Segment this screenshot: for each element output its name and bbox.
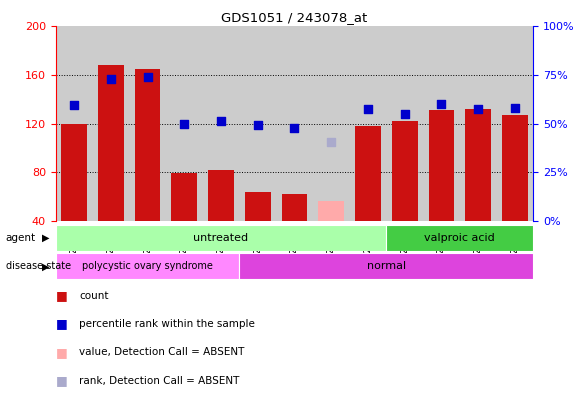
Point <box>253 122 263 128</box>
Bar <box>386 26 423 221</box>
Text: untreated: untreated <box>193 233 248 243</box>
Point <box>473 106 483 112</box>
Bar <box>129 26 166 221</box>
Point <box>179 120 189 127</box>
Bar <box>239 26 276 221</box>
Bar <box>203 26 239 221</box>
Point <box>143 74 152 81</box>
Bar <box>502 115 528 221</box>
Bar <box>135 69 161 221</box>
Text: ▶: ▶ <box>42 261 50 271</box>
Bar <box>56 225 386 251</box>
Text: normal: normal <box>367 261 406 271</box>
Bar <box>465 109 491 221</box>
Bar <box>93 26 129 221</box>
Text: ■: ■ <box>56 318 67 330</box>
Point <box>510 104 520 111</box>
Bar <box>166 26 203 221</box>
Text: ▶: ▶ <box>42 233 50 243</box>
Bar <box>56 253 239 279</box>
Point <box>290 125 299 132</box>
Bar <box>61 124 87 221</box>
Text: agent: agent <box>6 233 36 243</box>
Bar <box>392 121 418 221</box>
Text: ■: ■ <box>56 289 67 302</box>
Text: polycystic ovary syndrome: polycystic ovary syndrome <box>82 261 213 271</box>
Text: count: count <box>79 291 108 301</box>
Text: valproic acid: valproic acid <box>424 233 495 243</box>
Bar <box>386 225 533 251</box>
Bar <box>98 65 124 221</box>
Text: rank, Detection Call = ABSENT: rank, Detection Call = ABSENT <box>79 376 240 386</box>
Text: disease state: disease state <box>6 261 71 271</box>
Title: GDS1051 / 243078_at: GDS1051 / 243078_at <box>222 11 367 24</box>
Point <box>216 118 226 124</box>
Point <box>437 101 446 107</box>
Text: ■: ■ <box>56 374 67 387</box>
Bar <box>56 26 93 221</box>
Bar <box>496 26 533 221</box>
Text: percentile rank within the sample: percentile rank within the sample <box>79 319 255 329</box>
Bar <box>423 26 460 221</box>
Bar <box>239 253 533 279</box>
Point <box>363 106 373 112</box>
Bar <box>428 110 454 221</box>
Bar <box>171 173 197 221</box>
Point <box>400 111 410 117</box>
Bar <box>208 170 234 221</box>
Bar <box>313 26 350 221</box>
Point <box>326 139 336 145</box>
Text: ■: ■ <box>56 346 67 359</box>
Bar <box>460 26 496 221</box>
Bar <box>355 126 381 221</box>
Bar <box>276 26 313 221</box>
Bar <box>245 192 271 221</box>
Bar <box>350 26 386 221</box>
Bar <box>282 194 307 221</box>
Bar <box>318 201 344 221</box>
Text: value, Detection Call = ABSENT: value, Detection Call = ABSENT <box>79 347 244 357</box>
Point <box>69 102 79 109</box>
Point <box>106 75 115 82</box>
